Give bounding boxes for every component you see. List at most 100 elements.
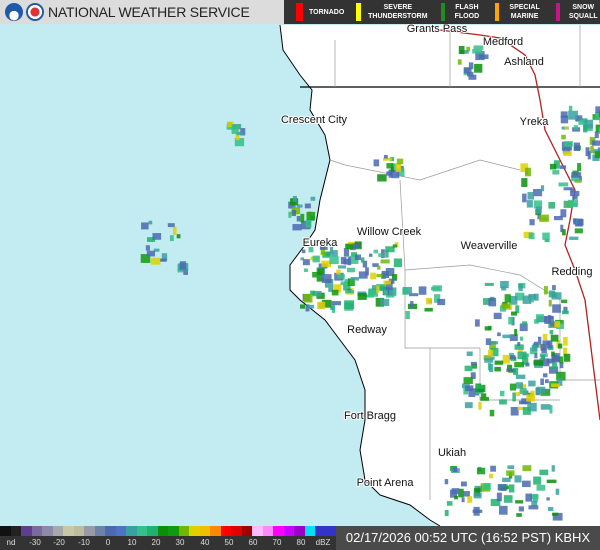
radar-echo (306, 211, 316, 221)
radar-echo (546, 479, 557, 484)
radar-echo (305, 304, 310, 312)
radar-echo (594, 131, 599, 139)
radar-echo (525, 362, 530, 367)
radar-echo (490, 498, 501, 507)
warning-swatch (356, 3, 362, 21)
radar-echo (473, 492, 482, 499)
radar-echo (345, 243, 354, 250)
radar-echo (385, 250, 389, 258)
radar-echo (583, 119, 594, 129)
radar-echo (573, 142, 581, 152)
radar-echo (444, 479, 449, 485)
radar-echo (396, 168, 405, 177)
radar-echo (531, 500, 538, 507)
colorbar-tick: 70 (272, 538, 282, 547)
radar-echo (457, 59, 462, 65)
radar-echo (467, 496, 473, 503)
radar-echo (378, 253, 384, 258)
radar-echo (386, 163, 394, 169)
radar-echo (533, 476, 542, 485)
radar-echo (466, 46, 471, 52)
radar-echo (502, 477, 511, 483)
radar-echo (376, 285, 380, 294)
radar-echo (509, 355, 516, 360)
timestamp: 02/17/2026 00:52 UTC (16:52 PST) KBHX (336, 526, 600, 550)
radar-echo (317, 301, 326, 310)
radar-echo (385, 268, 395, 276)
radar-echo (585, 147, 590, 157)
radar-echo (577, 163, 582, 172)
radar-echo (550, 334, 559, 342)
radar-echo (509, 295, 518, 305)
city-label: Ukiah (438, 447, 466, 459)
radar-echo (152, 233, 162, 240)
radar-echo (501, 303, 511, 309)
warning-label: FLASH FLOOD (454, 4, 480, 20)
colorbar-segment (220, 526, 231, 536)
radar-echo (434, 294, 441, 303)
radar-echo (494, 360, 504, 365)
colorbar-segment (294, 526, 305, 536)
radar-echo (481, 393, 487, 398)
radar-echo (503, 495, 513, 503)
radar-echo (563, 151, 572, 157)
radar-echo (563, 187, 573, 191)
radar-echo (547, 506, 554, 512)
radar-echo (463, 491, 470, 497)
radar-echo (533, 341, 539, 348)
radar-echo (140, 254, 151, 263)
colorbar-segment (304, 526, 315, 536)
radar-echo (330, 306, 335, 311)
radar-echo (530, 390, 535, 399)
colorbar-segment (157, 526, 168, 536)
radar-echo (452, 467, 458, 473)
radar-echo (552, 512, 563, 521)
radar-echo (331, 301, 342, 306)
radar-echo (386, 171, 393, 176)
radar-echo (522, 465, 532, 472)
warning-flash-flood: FLASH FLOOD (429, 0, 483, 24)
radar-echo (574, 228, 583, 234)
radar-echo (368, 289, 378, 297)
radar-echo (393, 258, 403, 268)
radar-echo (369, 253, 373, 257)
radar-echo (553, 160, 560, 169)
radar-echo (312, 255, 320, 263)
radar-echo (351, 252, 358, 257)
warning-swatch (555, 3, 561, 21)
radar-echo (390, 167, 394, 173)
radar-echo (377, 265, 381, 270)
radar-echo (540, 388, 551, 396)
radar-echo (518, 400, 529, 405)
radar-echo (463, 67, 472, 74)
radar-echo (307, 304, 315, 309)
radar-echo (489, 341, 496, 350)
radar-echo (376, 284, 386, 291)
radar-echo (513, 368, 519, 376)
colorbar-segment (21, 526, 32, 536)
radar-echo (357, 292, 367, 300)
radar-echo (466, 351, 473, 356)
radar-echo (506, 368, 514, 373)
colorbar-tick: -30 (29, 538, 41, 547)
colorbar-tick: nd (6, 538, 16, 547)
colorbar-tick: 80 (296, 538, 306, 547)
radar-echo (499, 399, 507, 405)
header-title: NATIONAL WEATHER SERVICE (48, 4, 250, 20)
radar-echo (502, 354, 510, 364)
radar-echo (561, 310, 569, 315)
radar-echo (396, 158, 404, 165)
radar-echo (358, 271, 368, 279)
radar-echo (505, 485, 509, 489)
warning-special-marine: SPECIAL MARINE (483, 0, 544, 24)
radar-echo (525, 167, 532, 177)
radar-echo (308, 245, 314, 253)
radar-echo (437, 298, 446, 306)
radar-echo (160, 258, 167, 262)
city-label: Crescent City (281, 114, 348, 126)
radar-echo (478, 401, 482, 410)
radar-echo (352, 243, 360, 249)
radar-echo (474, 63, 483, 73)
radar-echo (446, 501, 453, 506)
